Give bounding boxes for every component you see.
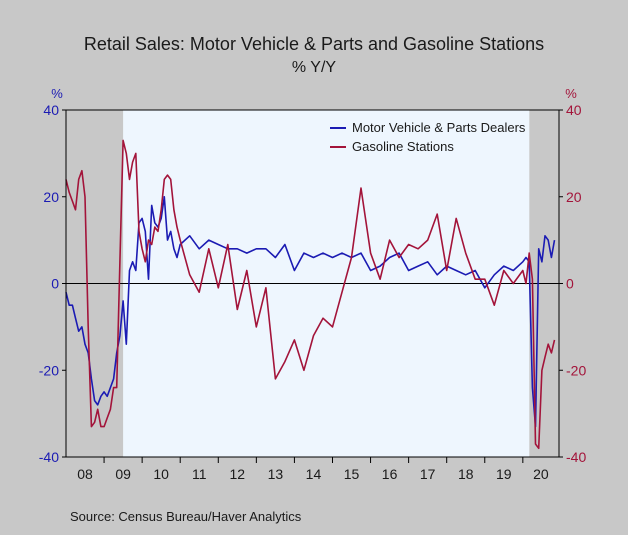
x-axis-tick-label: 12: [230, 466, 246, 482]
left-axis-unit: %: [51, 86, 63, 101]
left-axis-ticks: 40 20 0 -20 -40: [39, 102, 66, 465]
right-axis-tick-label: 40: [566, 102, 582, 118]
left-axis-tick-label: -20: [39, 362, 59, 378]
left-axis-tick-label: 40: [43, 102, 59, 118]
x-axis-tick-label: 13: [268, 466, 284, 482]
legend-label-motor-vehicle-parts-dealers: Motor Vehicle & Parts Dealers: [352, 120, 526, 135]
x-axis-tick-label: 08: [77, 466, 93, 482]
x-axis-tick-label: 20: [533, 466, 549, 482]
plot-area-group: [65, 109, 560, 458]
x-axis-tick-label: 18: [458, 466, 474, 482]
x-axis-tick-label: 19: [496, 466, 512, 482]
legend-label-gasoline-stations: Gasoline Stations: [352, 139, 454, 154]
x-axis-tick-label: 16: [382, 466, 398, 482]
series-line-gasoline-stations: [65, 139, 556, 450]
legend: Motor Vehicle & Parts Dealers Gasoline St…: [330, 120, 526, 154]
right-axis-unit: %: [565, 86, 577, 101]
right-axis-ticks: 40 20 0 -20 -40: [559, 102, 586, 465]
chart-subtitle: % Y/Y: [292, 59, 337, 76]
right-axis-tick-label: -20: [566, 362, 586, 378]
chart-title: Retail Sales: Motor Vehicle & Parts and …: [84, 34, 544, 54]
left-axis-tick-label: 20: [43, 189, 59, 205]
source-note: Source: Census Bureau/Haver Analytics: [70, 509, 302, 524]
x-axis-tick-label: 17: [420, 466, 436, 482]
x-axis-tick-label: 15: [344, 466, 360, 482]
x-axis-tick-label: 10: [153, 466, 169, 482]
x-axis-tick-label: 09: [115, 466, 131, 482]
right-axis-tick-label: -40: [566, 449, 586, 465]
x-axis: 08 09 10 11 12 13 14 15 16 17 18 19 20: [77, 457, 549, 482]
left-axis-tick-label: 0: [51, 276, 59, 292]
x-axis-tick-label: 11: [192, 466, 207, 482]
right-axis-tick-label: 0: [566, 276, 574, 292]
x-axis-tick-label: 14: [306, 466, 322, 482]
left-axis-tick-label: -40: [39, 449, 59, 465]
right-axis-tick-label: 20: [566, 189, 582, 205]
series-lines: [65, 139, 556, 450]
